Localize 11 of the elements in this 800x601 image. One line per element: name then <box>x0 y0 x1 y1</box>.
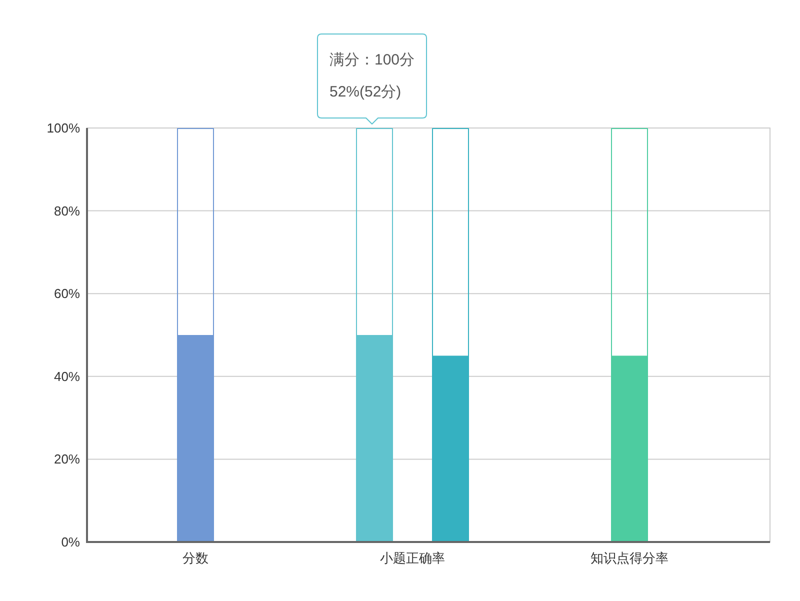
text: 满分：100分 <box>329 52 415 68</box>
x-tick-label: 分数 <box>182 550 208 566</box>
y-tick-label: 0% <box>61 534 80 550</box>
y-tick-label: 80% <box>54 203 80 218</box>
y-tick-label: 100% <box>46 120 80 136</box>
y-tick-label: 60% <box>54 286 80 302</box>
y-tick-label: 40% <box>54 368 80 384</box>
y-tick-label: 20% <box>54 452 80 467</box>
text: 52%(52分) <box>329 84 402 100</box>
x-tick-label: 知识点得分率 <box>590 550 668 566</box>
x-tick-label: 小题正确率 <box>380 550 445 566</box>
